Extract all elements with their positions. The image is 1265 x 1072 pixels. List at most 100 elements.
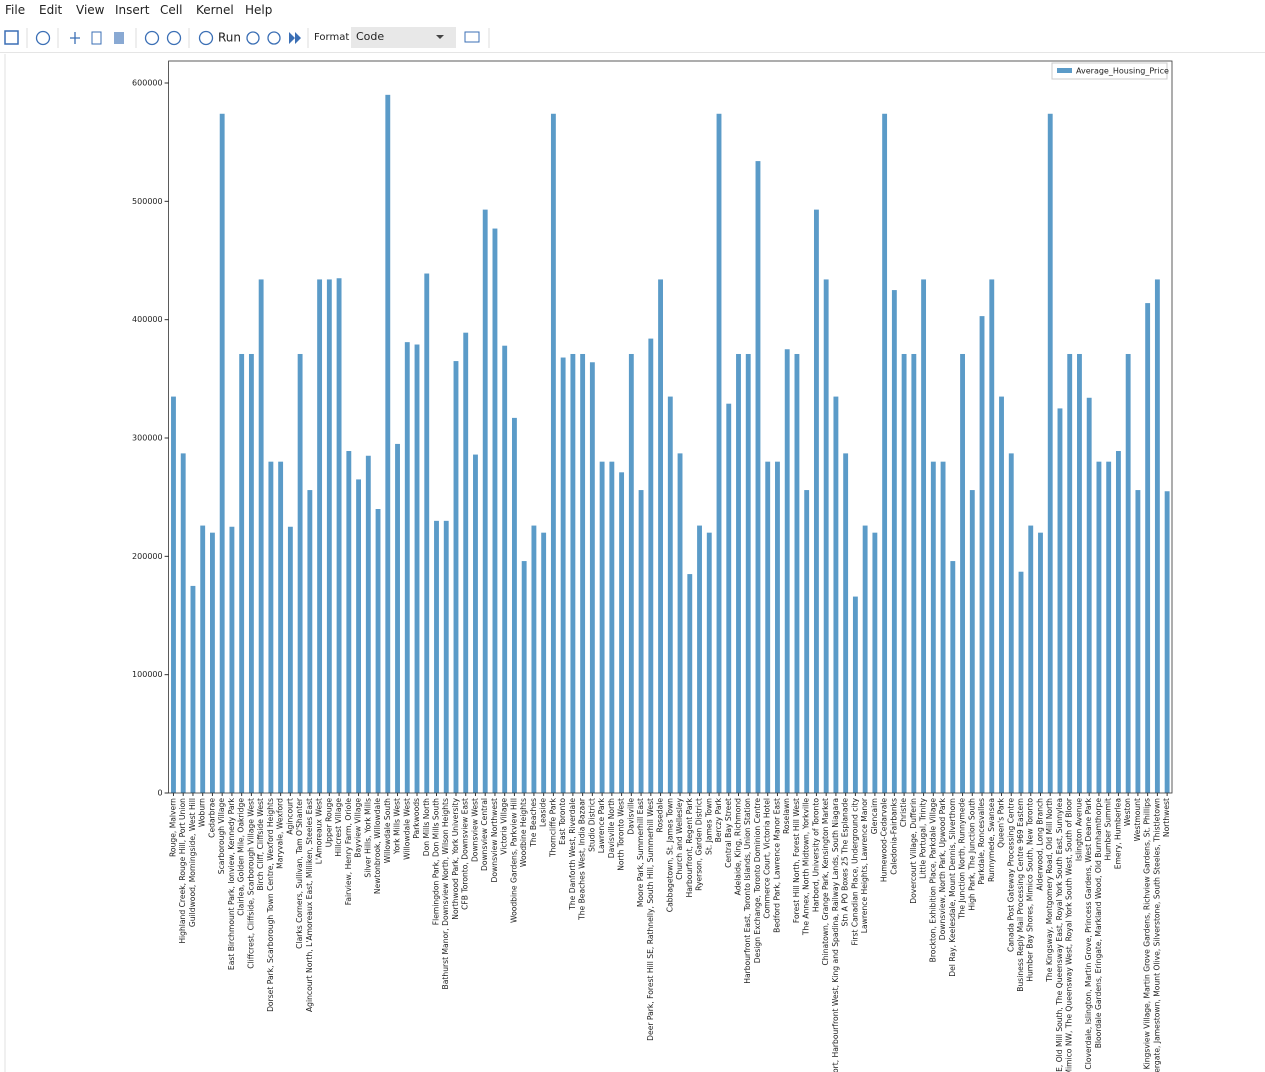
x-tick-label: Thorncliffe Park xyxy=(548,797,557,858)
x-tick-label: Church and Wellesley xyxy=(675,797,684,879)
bar xyxy=(697,525,702,793)
x-tick-label: Harbourfront East, Toronto Islands, Unio… xyxy=(743,798,752,984)
bar xyxy=(989,279,995,793)
x-tick-label: East Birchmount Park, Ionview, Kennedy P… xyxy=(227,797,236,970)
bar xyxy=(268,461,274,793)
copy-button[interactable] xyxy=(91,31,102,45)
bar xyxy=(239,353,245,793)
menu-item[interactable]: Cell xyxy=(160,3,183,17)
x-tick-label: Cedarbrae xyxy=(207,798,216,838)
bar xyxy=(434,520,439,793)
x-tick-label: Westmount xyxy=(1133,798,1142,841)
menu-item[interactable]: File xyxy=(5,3,26,17)
bar xyxy=(229,526,235,793)
x-tick-label: Bathurst Manor, Downsview North, Wilson … xyxy=(441,798,450,989)
x-tick-label: Scarborough Village xyxy=(217,798,226,875)
run-all-button[interactable] xyxy=(289,32,301,44)
x-tick-label: The Annex, North Midtown, Yorkville xyxy=(802,798,811,936)
bar xyxy=(1057,408,1063,793)
cell-type-select[interactable] xyxy=(351,27,456,48)
x-tick-label: Cabbagetown, St. James Town xyxy=(665,798,674,912)
bar xyxy=(1077,353,1082,793)
x-tick-label: St. James Town xyxy=(704,798,713,855)
bar xyxy=(589,362,595,793)
insert-cell-button[interactable] xyxy=(35,30,51,46)
menu-item[interactable]: Kernel xyxy=(196,3,234,17)
bar xyxy=(200,525,206,793)
bar xyxy=(1164,491,1170,793)
stop-button[interactable] xyxy=(246,31,260,45)
bar xyxy=(511,417,517,793)
y-tick-label: 300000 xyxy=(132,434,163,443)
bar xyxy=(726,403,732,793)
x-tick-label: Forest Hill North, Forest Hill West xyxy=(792,798,801,923)
move-down-button[interactable] xyxy=(166,30,182,46)
bar xyxy=(911,353,917,793)
bar xyxy=(521,561,527,793)
y-tick-label: 600000 xyxy=(132,79,163,88)
menu-item[interactable]: Insert xyxy=(115,3,150,17)
legend-box xyxy=(1051,62,1168,80)
x-tick-label: Cloverdale, Islington, Martin Grove, Pri… xyxy=(1084,797,1093,1069)
x-tick-label: Weston xyxy=(1123,798,1132,826)
x-tick-label: York Mills West xyxy=(393,798,402,855)
bar xyxy=(940,461,946,793)
bar xyxy=(1154,279,1160,793)
x-tick-label: Parkdale, Roncesvalles xyxy=(977,798,986,885)
bar xyxy=(258,279,264,793)
x-tick-label: Downsview Northwest xyxy=(490,798,499,882)
cell-type-value: Code xyxy=(356,30,384,43)
x-tick-label: ergate, Jamestown, Mount Olive, Silverst… xyxy=(1152,798,1161,1072)
keyboard-button[interactable] xyxy=(464,31,480,43)
x-tick-label: Guildwood, Morningside, West Hill xyxy=(188,798,197,927)
x-tick-label: Agincourt xyxy=(285,798,294,835)
x-tick-label: Deer Park, Forest Hill SE, Rathnelly, So… xyxy=(646,798,655,1041)
x-tick-label: First Canadian Place, Underground city xyxy=(850,798,859,946)
x-tick-label: Hillcrest Village xyxy=(334,798,343,857)
x-tick-label: Bayview Village xyxy=(354,798,363,858)
bar xyxy=(180,453,186,793)
bar xyxy=(969,490,975,793)
x-tick-label: Cliffcrest, Cliffside, Scarborough Villa… xyxy=(246,798,255,969)
bar xyxy=(317,279,323,793)
bar xyxy=(570,353,576,793)
bar xyxy=(706,532,712,793)
bar xyxy=(794,353,800,793)
move-up-button[interactable] xyxy=(144,30,160,46)
bar xyxy=(190,585,196,793)
bar xyxy=(210,532,215,793)
bar xyxy=(550,113,556,794)
x-tick-label: Dorset Park, Scarborough Town Centre, We… xyxy=(266,798,275,1012)
bar xyxy=(307,490,313,793)
x-tick-label: Clairlea, Golden Mile, Oakridge xyxy=(237,798,246,916)
x-tick-label: Roselawn xyxy=(782,798,791,834)
bar xyxy=(784,349,790,793)
bar xyxy=(414,344,420,793)
x-tick-label: Silver Hills, York Mills xyxy=(363,798,372,878)
bar xyxy=(385,94,391,794)
menu-item[interactable]: Edit xyxy=(39,3,63,17)
menu-item[interactable]: View xyxy=(76,3,105,17)
x-tick-label: Mimico NW, The Queensway West, Royal Yor… xyxy=(1065,797,1074,1072)
bar xyxy=(921,279,927,793)
bar xyxy=(453,361,459,793)
bar xyxy=(346,451,352,793)
run-icon[interactable] xyxy=(198,30,214,46)
cut-button[interactable] xyxy=(70,32,80,44)
run-label[interactable]: Run xyxy=(218,31,241,45)
bar xyxy=(882,113,888,794)
bar xyxy=(950,561,956,793)
y-tick-label: 0 xyxy=(158,789,163,798)
plot-frame xyxy=(168,60,1173,794)
menu-item[interactable]: Help xyxy=(245,3,273,17)
save-button[interactable] xyxy=(4,30,19,45)
bar xyxy=(804,490,810,793)
paste-button[interactable] xyxy=(114,32,124,44)
x-tick-label: The Danforth West, Riverdale xyxy=(568,798,577,911)
bar xyxy=(541,532,547,793)
restart-button[interactable] xyxy=(267,31,281,45)
x-tick-label: East Toronto xyxy=(558,798,567,845)
x-tick-label: Studio District xyxy=(587,798,596,852)
bar xyxy=(687,574,693,793)
bar xyxy=(1008,453,1014,793)
